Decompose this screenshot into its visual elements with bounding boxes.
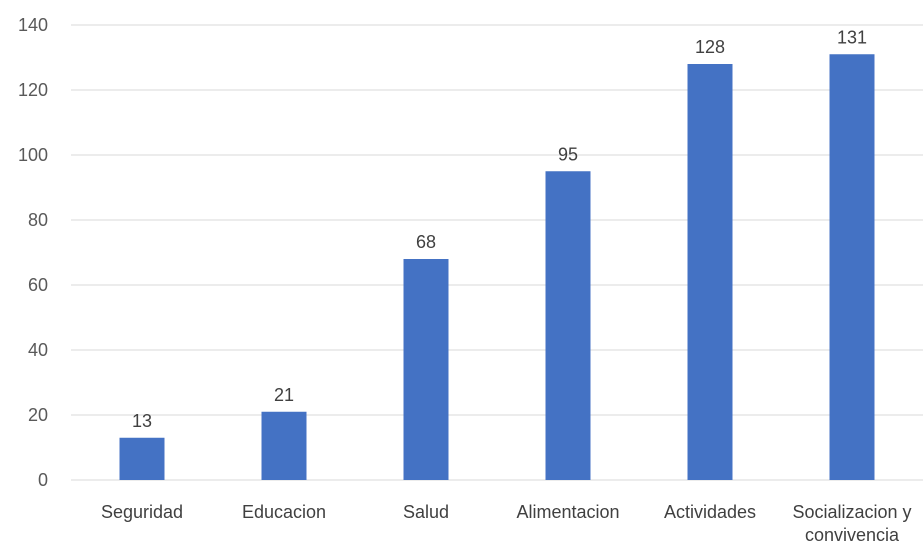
x-tick-label-line: Socializacion y xyxy=(792,502,911,522)
bar xyxy=(119,437,165,480)
y-tick-label: 100 xyxy=(18,145,48,165)
x-tick-label-line: Salud xyxy=(403,502,449,522)
data-label: 68 xyxy=(416,232,436,252)
y-tick-label: 120 xyxy=(18,80,48,100)
x-tick-label-line: Actividades xyxy=(664,502,756,522)
gridlines xyxy=(71,24,923,481)
x-tick-label: Actividades xyxy=(664,502,756,522)
x-axis: Seguridad Educacion Salud Alimentacion Activ… xyxy=(101,502,912,545)
y-tick-label: 0 xyxy=(38,470,48,490)
y-tick-label: 60 xyxy=(28,275,48,295)
bars xyxy=(119,54,875,480)
data-label: 95 xyxy=(558,144,578,164)
x-tick-label: Socializacion y convivencia xyxy=(792,502,911,545)
y-axis: 0 20 40 60 80 100 120 140 xyxy=(18,15,48,490)
y-tick-label: 140 xyxy=(18,15,48,35)
x-tick-label: Educacion xyxy=(242,502,326,522)
data-label: 21 xyxy=(274,385,294,405)
x-tick-label-line: convivencia xyxy=(805,525,900,545)
data-label: 128 xyxy=(695,37,725,57)
data-labels: 13 21 68 95 128 131 xyxy=(132,27,867,431)
bar xyxy=(403,259,449,480)
x-tick-label: Salud xyxy=(403,502,449,522)
data-label: 13 xyxy=(132,411,152,431)
x-tick-label-line: Alimentacion xyxy=(516,502,619,522)
bar xyxy=(829,54,875,480)
bar xyxy=(545,171,591,480)
x-tick-label: Seguridad xyxy=(101,502,183,522)
y-tick-label: 80 xyxy=(28,210,48,230)
x-tick-label: Alimentacion xyxy=(516,502,619,522)
bar xyxy=(261,411,307,480)
x-tick-label-line: Seguridad xyxy=(101,502,183,522)
x-tick-label-line: Educacion xyxy=(242,502,326,522)
bar xyxy=(687,64,733,480)
y-tick-label: 40 xyxy=(28,340,48,360)
data-label: 131 xyxy=(837,27,867,47)
y-tick-label: 20 xyxy=(28,405,48,425)
